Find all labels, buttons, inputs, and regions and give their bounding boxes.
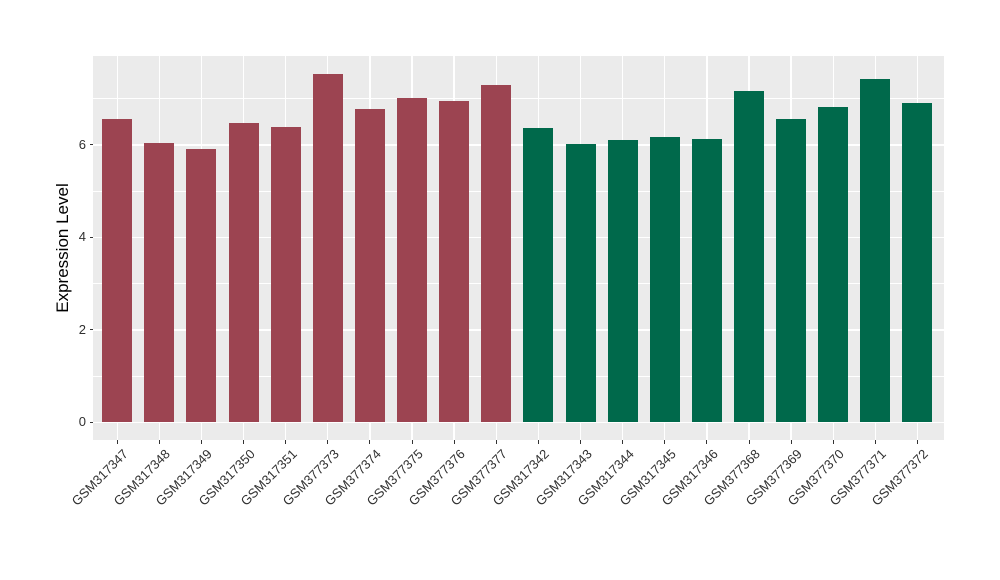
x-tick — [580, 440, 582, 444]
major-gridline — [93, 144, 944, 146]
y-tick — [89, 421, 93, 423]
x-tick — [916, 440, 918, 444]
x-tick — [790, 440, 792, 444]
bar-GSM377373 — [312, 73, 343, 423]
bar-GSM317350 — [228, 122, 259, 423]
minor-gridline — [93, 375, 944, 377]
y-tick — [89, 236, 93, 238]
x-tick — [874, 440, 876, 444]
y-tick — [89, 329, 93, 331]
y-tick-label: 2 — [78, 321, 86, 337]
x-tick — [116, 440, 118, 444]
x-tick — [285, 440, 287, 444]
y-tick-label: 6 — [78, 136, 86, 152]
x-tick — [748, 440, 750, 444]
bar-GSM377376 — [439, 101, 470, 423]
bar-GSM377368 — [734, 91, 764, 423]
x-tick — [243, 440, 245, 444]
x-tick — [411, 440, 413, 444]
minor-gridline — [93, 283, 944, 285]
minor-gridline — [93, 98, 944, 99]
bar-GSM317347 — [102, 119, 133, 423]
bar-GSM377377 — [481, 85, 512, 423]
minor-gridline — [93, 190, 944, 192]
y-tick-label: 4 — [78, 229, 86, 245]
y-tick — [89, 144, 93, 146]
bar-GSM377375 — [397, 97, 428, 423]
x-tick — [200, 440, 202, 444]
bar-GSM317345 — [649, 137, 680, 423]
x-tick — [327, 440, 329, 444]
bar-GSM317348 — [144, 142, 175, 423]
bar-GSM377369 — [776, 119, 807, 423]
x-tick — [453, 440, 455, 444]
bar-GSM377372 — [902, 103, 933, 423]
bar-GSM317343 — [565, 144, 596, 423]
major-gridline — [93, 421, 944, 424]
x-tick — [158, 440, 160, 444]
bar-GSM317342 — [523, 127, 554, 423]
x-tick — [664, 440, 666, 444]
bar-GSM317349 — [186, 148, 217, 423]
x-tick — [706, 440, 708, 444]
bar-GSM377371 — [860, 78, 891, 423]
bar-GSM317351 — [270, 127, 301, 423]
bar-GSM377370 — [818, 107, 849, 423]
x-tick — [622, 440, 624, 444]
x-tick — [537, 440, 539, 444]
y-axis-title: Expression Level — [53, 183, 72, 313]
plot-panel — [93, 56, 944, 440]
x-tick — [832, 440, 834, 444]
bar-GSM377374 — [354, 109, 385, 423]
x-tick — [495, 440, 497, 444]
bar-GSM317346 — [691, 138, 722, 423]
major-gridline — [93, 329, 944, 331]
major-gridline — [93, 236, 944, 239]
bar-GSM317344 — [607, 139, 638, 423]
x-tick — [369, 440, 371, 444]
y-tick-label: 0 — [78, 414, 86, 430]
